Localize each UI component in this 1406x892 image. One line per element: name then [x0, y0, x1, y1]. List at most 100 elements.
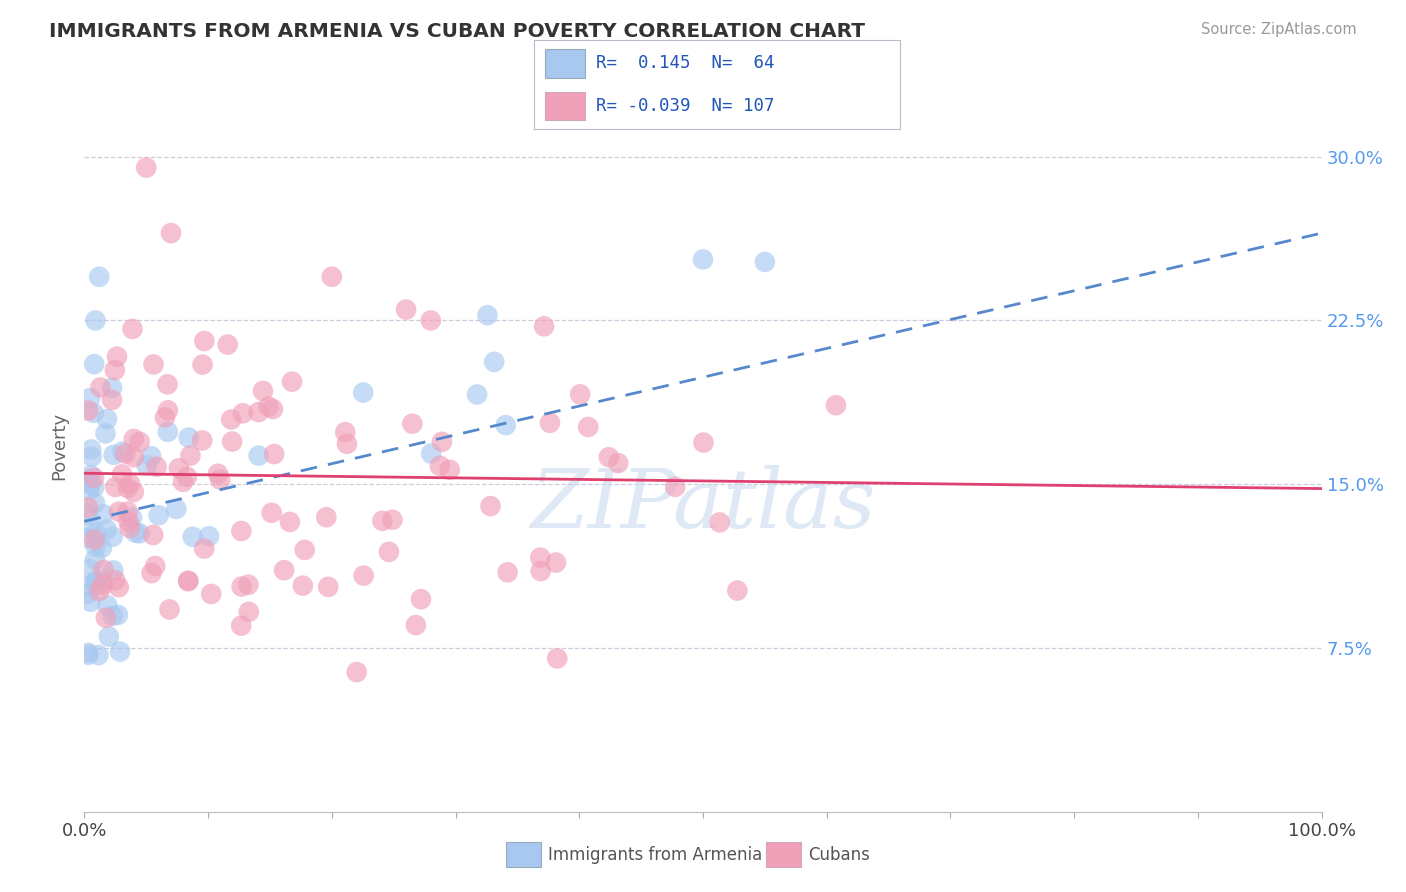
Point — [77, 587, 100, 601]
Point — [191, 434, 214, 448]
Point — [117, 481, 139, 495]
Point — [281, 375, 304, 389]
Point — [156, 425, 179, 439]
Point — [177, 574, 200, 588]
Point — [103, 448, 125, 462]
Point — [101, 392, 124, 407]
Point — [278, 515, 301, 529]
Point — [77, 403, 100, 417]
Point — [84, 574, 107, 588]
Point — [352, 385, 374, 400]
Point — [378, 545, 401, 559]
Point — [381, 513, 404, 527]
Point — [238, 577, 260, 591]
Point — [77, 473, 100, 487]
Point — [94, 426, 117, 441]
Point — [754, 255, 776, 269]
Point — [79, 476, 101, 491]
Point — [117, 505, 139, 519]
Point — [84, 575, 107, 590]
Point — [104, 480, 127, 494]
Point — [77, 508, 100, 522]
Point — [91, 507, 114, 521]
Point — [77, 646, 100, 660]
Point — [576, 420, 599, 434]
Point — [569, 387, 592, 401]
Point — [533, 319, 555, 334]
Point — [479, 499, 502, 513]
Point — [336, 437, 359, 451]
Point — [238, 605, 260, 619]
Point — [84, 552, 107, 566]
Point — [221, 434, 243, 449]
Point — [291, 579, 314, 593]
Point — [141, 449, 163, 463]
Point — [181, 530, 204, 544]
Point — [111, 467, 134, 482]
Point — [107, 580, 129, 594]
Point — [232, 406, 254, 420]
Point — [101, 530, 124, 544]
Point — [544, 556, 567, 570]
Point — [825, 398, 848, 412]
Point — [142, 528, 165, 542]
Point — [83, 406, 105, 420]
Point — [79, 391, 101, 405]
Point — [101, 381, 124, 395]
Point — [177, 574, 200, 589]
Point — [495, 418, 517, 433]
Text: IMMIGRANTS FROM ARMENIA VS CUBAN POVERTY CORRELATION CHART: IMMIGRANTS FROM ARMENIA VS CUBAN POVERTY… — [49, 22, 865, 41]
Point — [91, 574, 114, 588]
Bar — [546, 92, 585, 120]
Point — [167, 461, 190, 475]
Point — [530, 564, 553, 578]
Point — [156, 377, 179, 392]
Point — [193, 334, 215, 348]
Point — [198, 529, 221, 543]
Point — [97, 630, 120, 644]
Point — [77, 648, 100, 662]
Point — [257, 400, 280, 414]
Point — [128, 526, 150, 541]
Point — [429, 458, 451, 473]
Point — [598, 450, 620, 465]
Point — [117, 515, 139, 529]
Point — [219, 412, 242, 426]
Point — [209, 473, 232, 487]
Point — [692, 435, 714, 450]
Point — [77, 531, 100, 545]
Point — [371, 514, 394, 528]
Point — [409, 592, 432, 607]
Point — [179, 449, 201, 463]
Point — [263, 447, 285, 461]
Point — [193, 541, 215, 556]
Point — [145, 459, 167, 474]
Point — [165, 501, 187, 516]
Point — [77, 580, 100, 594]
Point — [538, 416, 561, 430]
Point — [83, 357, 105, 371]
Point — [247, 449, 270, 463]
Point — [135, 161, 157, 175]
Point — [231, 580, 253, 594]
Point — [141, 566, 163, 580]
Point — [84, 525, 107, 540]
Point — [607, 456, 630, 470]
Point — [430, 434, 453, 449]
Point — [191, 358, 214, 372]
Point — [83, 533, 105, 547]
Point — [120, 476, 142, 491]
Point — [96, 599, 118, 613]
Point — [121, 322, 143, 336]
Point — [77, 483, 100, 498]
Point — [231, 618, 253, 632]
Point — [142, 358, 165, 372]
Point — [316, 580, 339, 594]
Point — [315, 510, 337, 524]
Point — [692, 252, 714, 267]
Point — [108, 505, 131, 519]
Point — [96, 523, 118, 537]
Point — [80, 450, 103, 464]
Point — [420, 446, 443, 460]
Point — [89, 584, 111, 599]
